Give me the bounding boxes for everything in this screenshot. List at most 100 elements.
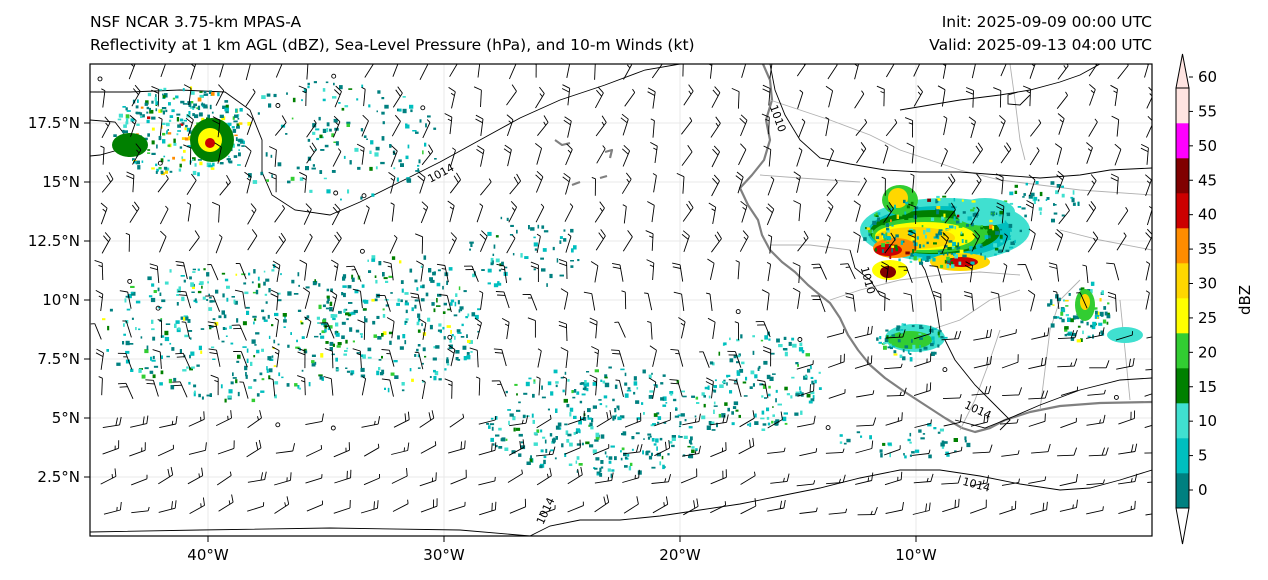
- reflectivity-cell: [884, 338, 889, 342]
- reflectivity-cell: [171, 109, 175, 113]
- reflectivity-cell: [495, 235, 499, 238]
- wind-barb: [972, 142, 983, 164]
- reflectivity-cell: [125, 107, 128, 111]
- reflectivity-cell: [619, 415, 625, 419]
- reflectivity-cell: [356, 352, 361, 354]
- wind-barb: [1058, 203, 1070, 225]
- reflectivity-cell: [212, 358, 216, 360]
- wind-barb: [210, 374, 219, 396]
- reflectivity-cell: [950, 261, 954, 265]
- wind-barb: [538, 505, 556, 516]
- reflectivity-cell: [341, 335, 345, 339]
- reflectivity-cell: [1080, 338, 1083, 342]
- reflectivity-cell: [214, 321, 219, 326]
- reflectivity-cell: [719, 384, 724, 388]
- reflectivity-cell: [125, 340, 130, 346]
- reflectivity-cell: [349, 160, 352, 165]
- reflectivity-cell: [209, 300, 213, 303]
- reflectivity-cell: [299, 177, 304, 181]
- reflectivity-cell: [731, 411, 734, 415]
- reflectivity-cell: [263, 319, 268, 322]
- reflectivity-cell: [371, 193, 375, 197]
- reflectivity-cell: [221, 310, 225, 315]
- reflectivity-cell: [587, 415, 590, 418]
- reflectivity-cell: [650, 424, 655, 427]
- wind-barb: [964, 261, 974, 283]
- wind-barb: [508, 64, 517, 80]
- reflectivity-cell: [919, 324, 923, 329]
- reflectivity-cell: [767, 393, 771, 397]
- reflectivity-cell: [691, 446, 695, 449]
- reflectivity-cell: [233, 299, 236, 304]
- reflectivity-cell: [184, 127, 187, 131]
- reflectivity-cell: [800, 410, 803, 415]
- reflectivity-cell: [583, 383, 588, 387]
- reflectivity-cell: [382, 121, 385, 125]
- reflectivity-cell: [893, 353, 898, 356]
- reflectivity-cell: [504, 447, 509, 451]
- reflectivity-cell: [130, 118, 135, 122]
- reflectivity-cell: [678, 425, 682, 428]
- wind-barb: [449, 413, 465, 428]
- reflectivity-cell: [178, 286, 181, 291]
- reflectivity-cell: [936, 210, 939, 215]
- reflectivity-cell: [146, 345, 149, 350]
- reflectivity-cell: [322, 88, 326, 92]
- reflectivity-cell: [953, 198, 956, 202]
- reflectivity-cell: [555, 425, 560, 430]
- reflectivity-cell: [190, 282, 194, 287]
- reflectivity-cell: [918, 333, 922, 335]
- wind-barb: [898, 266, 913, 283]
- reflectivity-cell: [130, 285, 135, 288]
- reflectivity-cell: [167, 159, 170, 162]
- reflectivity-cell: [228, 389, 233, 394]
- wind-barb: [738, 437, 755, 455]
- wind-barb: [731, 87, 740, 109]
- reflectivity-cell: [307, 138, 311, 142]
- reflectivity-cell: [891, 245, 895, 248]
- reflectivity-cell: [904, 455, 907, 459]
- valid-time: Valid: 2025-09-13 04:00 UTC: [929, 36, 1152, 54]
- reflectivity-cell: [712, 389, 715, 392]
- wind-barb: [160, 64, 166, 78]
- reflectivity-cell: [460, 336, 465, 338]
- reflectivity-cell: [345, 339, 348, 344]
- reflectivity-cell: [168, 102, 171, 106]
- reflectivity-cell: [253, 379, 257, 382]
- reflectivity-cell: [941, 444, 945, 449]
- reflectivity-cell: [533, 379, 536, 384]
- reflectivity-cell: [599, 467, 602, 473]
- reflectivity-cell: [357, 166, 361, 170]
- reflectivity-cell: [410, 109, 413, 113]
- reflectivity-cell: [414, 304, 417, 309]
- reflectivity-cell: [627, 454, 630, 457]
- reflectivity-cell: [137, 165, 141, 170]
- reflectivity-cell: [145, 100, 149, 105]
- reflectivity-cell: [193, 391, 196, 397]
- reflectivity-cell: [953, 216, 956, 221]
- reflectivity-cell: [915, 333, 919, 337]
- reflectivity-cell: [405, 309, 408, 314]
- reflectivity-cell: [167, 129, 169, 131]
- reflectivity-cell: [417, 344, 421, 347]
- wind-barb: [793, 171, 801, 193]
- reflectivity-cell: [910, 255, 914, 257]
- reflectivity-cell: [970, 251, 973, 255]
- reflectivity-cell: [766, 374, 771, 380]
- reflectivity-cell: [223, 314, 227, 319]
- reflectivity-cell: [886, 227, 889, 231]
- reflectivity-cell: [727, 407, 730, 412]
- reflectivity-cell: [1005, 249, 1010, 253]
- wind-barb: [711, 231, 722, 253]
- wind-barb: [971, 64, 976, 79]
- reflectivity-cell: [342, 277, 346, 281]
- reflectivity-cell: [1030, 192, 1035, 197]
- reflectivity-cell: [877, 217, 880, 222]
- reflectivity-cell: [404, 321, 408, 323]
- reflectivity-cell: [904, 211, 907, 215]
- wind-barb: [381, 378, 394, 397]
- wind-barb: [469, 347, 479, 368]
- reflectivity-cell: [300, 322, 304, 325]
- reflectivity-cell: [1050, 323, 1055, 328]
- wind-barb: [449, 172, 461, 194]
